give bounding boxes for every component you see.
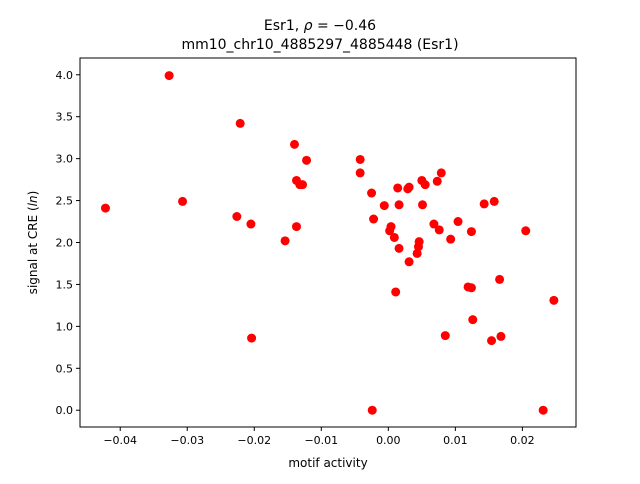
x-tick-label: 0.00 bbox=[376, 434, 401, 447]
data-point bbox=[389, 232, 399, 242]
chart-title-line1: Esr1, ρ = −0.46 bbox=[264, 18, 376, 34]
data-point bbox=[434, 225, 444, 235]
data-point bbox=[178, 196, 188, 206]
data-point bbox=[280, 236, 290, 246]
x-axis-ticks: −0.04 −0.03 −0.02 −0.01 0.00 0.01 0.02 bbox=[103, 427, 535, 447]
data-point bbox=[538, 405, 548, 415]
data-point bbox=[549, 295, 559, 305]
data-point bbox=[367, 405, 377, 415]
data-point bbox=[466, 283, 476, 293]
data-point bbox=[496, 331, 506, 341]
data-point bbox=[355, 168, 365, 178]
data-point bbox=[436, 168, 446, 178]
data-point bbox=[355, 154, 365, 164]
data-point bbox=[393, 183, 403, 193]
data-point bbox=[302, 155, 312, 165]
y-axis-label: signal at CRE (ln) bbox=[26, 191, 40, 295]
y-tick-label: 2.5 bbox=[56, 195, 74, 208]
data-point bbox=[289, 139, 299, 149]
data-point bbox=[487, 336, 497, 346]
x-tick-label: 0.01 bbox=[443, 434, 468, 447]
data-point bbox=[394, 200, 404, 210]
y-tick-label: 2.0 bbox=[56, 237, 74, 250]
x-tick-label: −0.01 bbox=[304, 434, 338, 447]
data-point bbox=[404, 257, 414, 267]
data-point bbox=[479, 199, 489, 209]
data-point bbox=[440, 331, 450, 341]
x-tick-label: −0.04 bbox=[103, 434, 137, 447]
data-point bbox=[100, 203, 110, 213]
data-point bbox=[432, 176, 442, 186]
x-tick-label: −0.03 bbox=[170, 434, 204, 447]
y-tick-label: 3.5 bbox=[56, 111, 74, 124]
y-axis-ticks: 0.0 0.5 1.0 1.5 2.0 2.5 3.0 3.5 4.0 bbox=[56, 69, 80, 417]
data-point bbox=[446, 234, 456, 244]
data-point bbox=[466, 227, 476, 237]
data-point bbox=[246, 219, 256, 229]
data-point bbox=[391, 287, 401, 297]
data-point bbox=[379, 201, 389, 211]
y-tick-label: 1.0 bbox=[56, 320, 74, 333]
x-tick-label: 0.02 bbox=[510, 434, 535, 447]
y-tick-label: 1.5 bbox=[56, 278, 74, 291]
y-tick-label: 3.0 bbox=[56, 153, 74, 166]
data-point bbox=[247, 333, 257, 343]
y-tick-label: 0.5 bbox=[56, 362, 74, 375]
data-point bbox=[453, 217, 463, 227]
data-point bbox=[291, 222, 301, 232]
data-point bbox=[369, 214, 379, 224]
plot-area-frame bbox=[79, 57, 577, 428]
data-point bbox=[367, 188, 377, 198]
data-point bbox=[495, 274, 505, 284]
data-point bbox=[386, 222, 396, 232]
data-point bbox=[468, 315, 478, 325]
data-point bbox=[414, 237, 424, 247]
data-point bbox=[235, 118, 245, 128]
y-tick-label: 4.0 bbox=[56, 69, 74, 82]
chart-title-line2: mm10_chr10_4885297_4885448 (Esr1) bbox=[181, 37, 458, 53]
data-point bbox=[394, 243, 404, 253]
data-point bbox=[418, 200, 428, 210]
data-point bbox=[164, 71, 174, 81]
data-point bbox=[429, 219, 439, 229]
data-point bbox=[420, 180, 430, 190]
data-point bbox=[412, 248, 422, 258]
data-point bbox=[298, 180, 308, 190]
data-point bbox=[521, 226, 531, 236]
y-tick-label: 0.0 bbox=[56, 404, 74, 417]
x-tick-label: −0.02 bbox=[237, 434, 271, 447]
data-point bbox=[232, 212, 242, 222]
data-point bbox=[489, 196, 499, 206]
points-layer bbox=[100, 71, 559, 415]
x-axis-label: motif activity bbox=[288, 456, 367, 470]
data-point bbox=[404, 182, 414, 192]
